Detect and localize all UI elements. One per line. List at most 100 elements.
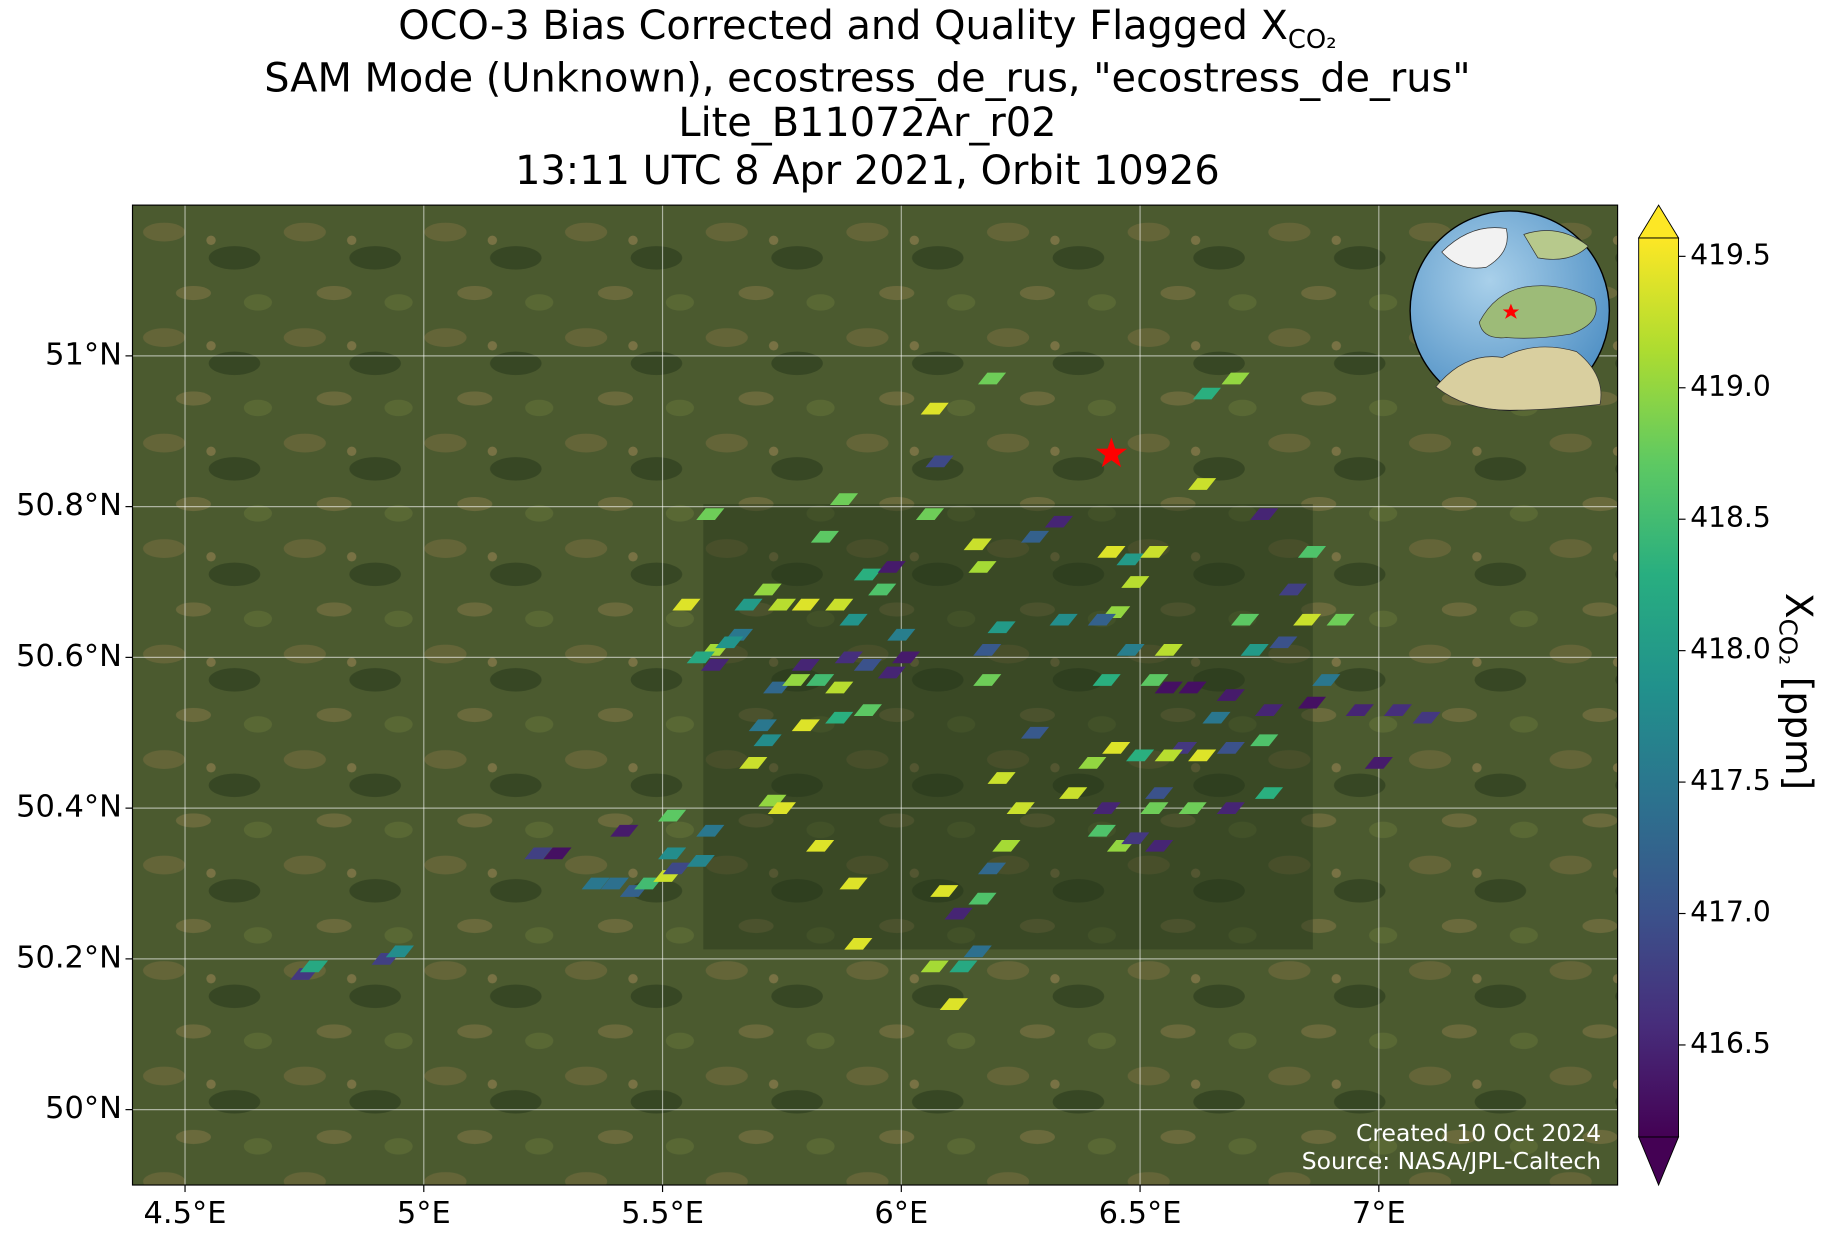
sounding [825,681,854,694]
chart-subtitle: Lite_B11072Ar_r02 [678,100,1056,146]
sounding [1178,802,1207,814]
sounding [696,508,725,521]
sounding [1097,545,1126,558]
colorbar-extend-max [1637,204,1680,239]
sounding [877,561,906,573]
annotation: Source: NASA/JPL-Caltech [1302,1147,1601,1175]
sounding [1140,545,1169,558]
y-tick-label: 50°N [45,1091,122,1126]
sounding [1231,613,1260,626]
sounding [1121,576,1150,588]
sounding [825,598,854,611]
colorbar-label: XCO₂ [ppm] [1773,593,1821,790]
sounding [1116,553,1145,566]
sounding [977,372,1007,385]
sounding [1140,674,1169,686]
sounding [1278,583,1307,596]
sounding [753,734,782,747]
sounding [834,651,863,664]
sounding [1188,478,1217,490]
sounding [1154,643,1183,656]
sounding [829,493,859,505]
sounding [696,824,725,837]
sounding [1154,681,1183,694]
sounding [1020,726,1050,739]
sounding [767,598,796,611]
colorbar-tick-label: 417.5 [1690,764,1771,797]
sounding [1326,613,1355,626]
sounding [992,839,1021,852]
sounding [1059,787,1088,799]
sounding [610,824,639,837]
y-tick-label: 50.8°N [16,488,122,523]
sounding [915,508,945,521]
sounding [791,719,820,732]
y-tick-label: 50.4°N [16,790,122,825]
sounding [1121,832,1150,845]
sounding [1269,636,1298,649]
sounding [1297,545,1327,558]
chart-title: OCO-3 Bias Corrected and Quality Flagged… [398,3,1336,55]
sounding [658,847,687,860]
sounding [385,945,414,958]
sounding [987,772,1016,784]
sounding [1221,372,1250,385]
x-tick-label: 5.5°E [621,1196,704,1231]
sounding [686,651,715,664]
sounding [1087,613,1116,626]
map-background [132,205,1618,1186]
sounding [844,937,873,950]
sounding [1216,741,1245,754]
sounding [739,757,768,769]
sounding [767,802,796,814]
sounding [753,583,782,596]
x-tick-label: 4.5°E [144,1196,227,1231]
sounding [299,960,329,973]
sounding [581,877,610,890]
sounding [1126,749,1155,762]
sounding [977,862,1007,875]
x-tick-label: 5°E [397,1196,451,1231]
map-frame [131,204,1619,1186]
sounding [853,704,882,717]
sounding [973,674,1002,686]
sounding [701,659,730,671]
sounding [543,847,572,860]
sounding [782,674,811,686]
chart-subtitle: SAM Mode (Unknown), ecostress_de_rus, "e… [264,55,1470,101]
sounding [748,719,777,732]
sounding [1154,749,1183,762]
sounding [1412,711,1441,724]
sounding [791,598,820,611]
sounding [1092,802,1121,814]
sounding [1145,839,1174,852]
colorbar-tick-label: 416.5 [1690,1027,1771,1060]
sounding [839,877,868,890]
colorbar-label-text: X [1777,593,1821,619]
x-tick-label: 6.5°E [1099,1196,1182,1231]
sounding [1293,613,1322,626]
sounding [524,847,553,860]
sounding [1092,674,1121,686]
sounding [868,583,897,596]
sounding [1178,681,1207,694]
colorbar-frame [1638,237,1680,1138]
sounding [686,855,715,867]
forest-shading [703,504,1313,950]
colorbar-tick-label: 419.5 [1690,238,1771,271]
sounding [1250,508,1279,521]
sounding [973,643,1002,656]
chart-subtitle: 13:11 UTC 8 Apr 2021, Orbit 10926 [515,148,1220,194]
sounding [839,613,868,626]
sounding [1216,802,1245,814]
sounding [925,455,954,468]
sounding [825,711,854,724]
sounding [806,674,835,686]
sounding [1297,696,1327,709]
sounding [892,651,921,664]
colorbar-tick-label: 418.0 [1690,633,1771,666]
colorbar-gradient [1638,237,1679,1137]
y-tick-label: 50.2°N [16,940,122,975]
sounding [806,839,835,852]
